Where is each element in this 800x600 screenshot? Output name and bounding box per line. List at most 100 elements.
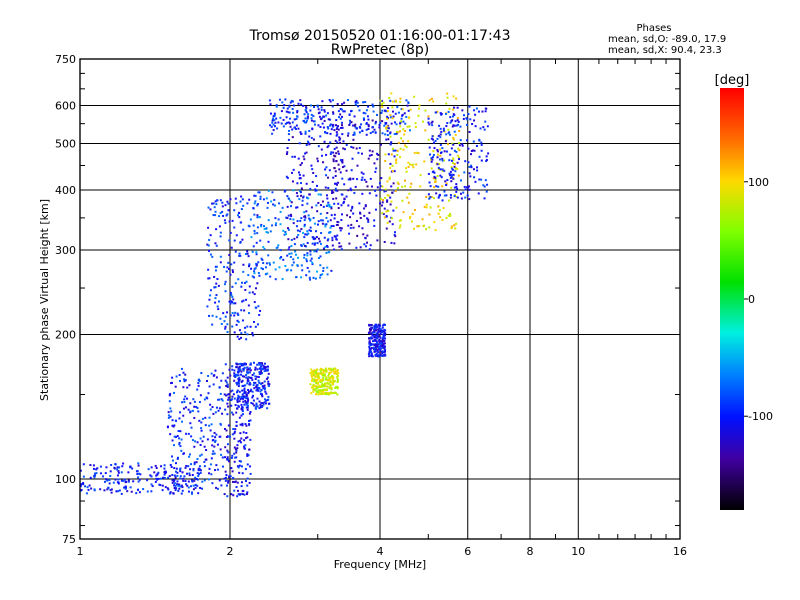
data-point xyxy=(284,189,287,192)
data-point xyxy=(251,390,254,393)
data-point xyxy=(237,374,240,377)
data-point xyxy=(391,110,394,113)
data-point xyxy=(251,396,254,399)
data-point xyxy=(189,468,192,471)
data-point xyxy=(404,185,407,188)
data-point xyxy=(275,117,278,120)
data-point xyxy=(288,104,291,107)
data-point xyxy=(310,368,313,371)
data-point xyxy=(226,200,229,203)
data-point xyxy=(353,191,356,194)
data-point xyxy=(240,285,243,288)
data-point xyxy=(226,413,229,416)
data-point xyxy=(135,492,138,495)
data-point xyxy=(230,293,233,296)
data-point xyxy=(263,380,266,383)
data-point xyxy=(346,214,349,217)
data-point xyxy=(197,492,200,495)
data-point xyxy=(114,463,117,466)
data-point xyxy=(95,472,98,475)
data-point xyxy=(362,101,365,104)
data-point xyxy=(398,219,401,222)
data-point xyxy=(339,117,342,120)
data-point xyxy=(211,255,214,258)
data-point xyxy=(333,202,336,205)
data-point xyxy=(315,375,318,378)
data-point xyxy=(322,205,325,208)
data-point xyxy=(370,332,373,335)
data-point xyxy=(354,101,357,104)
data-point xyxy=(394,235,397,238)
y-tick-label: 300 xyxy=(55,244,76,257)
data-point xyxy=(368,192,371,195)
data-point xyxy=(236,397,239,400)
data-point xyxy=(193,479,196,482)
data-point xyxy=(381,339,384,342)
data-point xyxy=(199,437,202,440)
data-point xyxy=(334,367,337,370)
data-point xyxy=(386,125,389,128)
data-point xyxy=(453,224,456,227)
data-point xyxy=(319,276,322,279)
data-point xyxy=(245,393,248,396)
data-point xyxy=(445,216,448,219)
data-point xyxy=(322,267,325,270)
data-point xyxy=(246,463,249,466)
data-point xyxy=(430,167,433,170)
data-point xyxy=(396,186,399,189)
data-point xyxy=(377,330,380,333)
data-point xyxy=(311,180,314,183)
data-point xyxy=(345,195,348,198)
y-tick-label: 100 xyxy=(55,473,76,486)
data-point xyxy=(131,467,134,470)
data-point xyxy=(401,113,404,116)
data-point xyxy=(209,429,212,432)
data-point xyxy=(230,404,233,407)
data-point xyxy=(327,127,330,130)
data-point xyxy=(233,379,236,382)
data-point xyxy=(239,200,242,203)
data-point xyxy=(429,206,432,209)
data-point xyxy=(433,221,436,224)
data-point xyxy=(390,200,393,203)
data-point xyxy=(309,219,312,222)
data-point xyxy=(239,240,242,243)
data-point xyxy=(137,462,140,465)
data-point xyxy=(389,143,392,146)
data-point xyxy=(223,393,226,396)
data-point xyxy=(236,400,239,403)
data-point xyxy=(378,340,381,343)
data-point xyxy=(208,249,211,252)
data-point xyxy=(254,366,257,369)
data-point xyxy=(233,226,236,229)
data-point xyxy=(233,331,236,334)
phases-o-line: mean, sd,O: -89.0, 17.9 xyxy=(608,34,726,45)
data-point xyxy=(243,281,246,284)
data-point xyxy=(456,167,459,170)
data-point xyxy=(324,385,327,388)
data-point xyxy=(381,120,384,123)
data-point xyxy=(436,156,439,159)
data-point xyxy=(164,486,167,489)
data-point xyxy=(470,164,473,167)
data-point xyxy=(233,437,236,440)
data-point xyxy=(249,325,252,328)
data-point xyxy=(342,202,345,205)
data-point xyxy=(305,111,308,114)
data-point xyxy=(284,122,287,125)
data-point xyxy=(258,363,261,366)
data-point xyxy=(481,110,484,113)
data-point xyxy=(247,390,250,393)
data-point xyxy=(333,213,336,216)
data-point xyxy=(253,270,256,273)
data-point xyxy=(198,379,201,382)
data-point xyxy=(374,339,377,342)
data-point xyxy=(106,488,109,491)
data-point xyxy=(358,131,361,134)
data-point xyxy=(243,387,246,390)
data-point xyxy=(334,387,337,390)
data-point xyxy=(232,428,235,431)
data-point xyxy=(161,489,164,492)
data-point xyxy=(319,264,322,267)
data-point xyxy=(249,410,252,413)
